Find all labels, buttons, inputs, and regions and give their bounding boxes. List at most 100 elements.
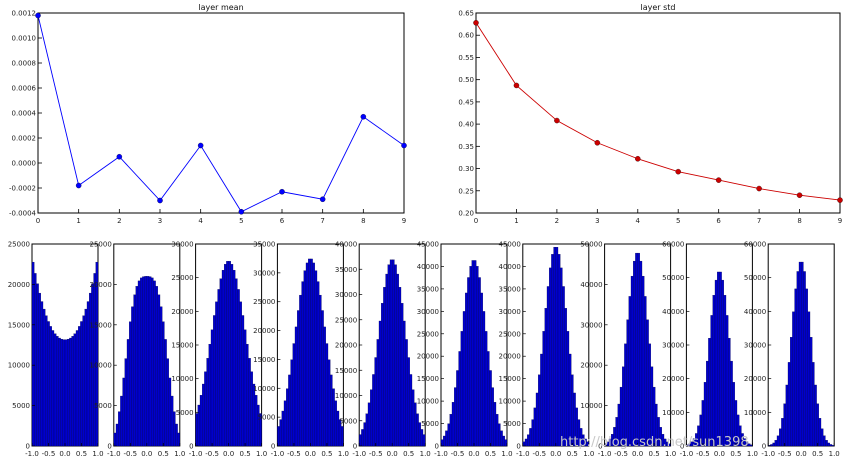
histogram-bar: [195, 413, 198, 447]
histogram-bar: [420, 429, 424, 447]
hist-xtick-label: 0.5: [240, 450, 251, 458]
histogram-bar: [471, 260, 475, 447]
hist-ytick-label: 15000: [171, 342, 193, 350]
hist-xtick-label: -0.5: [778, 450, 792, 458]
histogram-bar: [805, 288, 808, 447]
std-data-point: [635, 156, 641, 162]
mean-xtick-label: 7: [320, 217, 324, 225]
hist-ytick-label: 20000: [662, 375, 684, 383]
histogram-bar: [36, 283, 39, 447]
hist-xtick-label: 1.0: [501, 450, 512, 458]
histogram-bar: [491, 387, 494, 447]
histogram-bar: [78, 326, 81, 447]
histogram-bar: [422, 434, 426, 447]
std-ytick-label: 0.20: [458, 210, 474, 218]
histogram-bar: [787, 362, 791, 447]
histogram-bar: [283, 400, 287, 447]
hist-ytick-label: 20000: [744, 375, 766, 383]
std-plot-frame: [475, 12, 841, 214]
histogram-bar: [495, 414, 499, 447]
histogram-bar: [166, 358, 169, 447]
std-ytick-label: 0.55: [458, 54, 474, 62]
hist-ytick-label: 25000: [171, 274, 193, 282]
mean-xtick-label: 1: [76, 217, 80, 225]
histogram-bar: [414, 402, 417, 447]
histogram-bar: [781, 418, 784, 447]
histogram-bar: [146, 276, 150, 447]
hist-xtick-label: 1.0: [256, 450, 267, 458]
histogram-bar: [712, 295, 716, 447]
std-data-point: [594, 140, 601, 146]
mean-data-point: [197, 142, 204, 149]
std-data-point: [675, 168, 681, 175]
std-xtick-label: 7: [757, 217, 761, 225]
histogram-bar: [628, 296, 632, 447]
hist-ytick-label: 20000: [417, 353, 439, 361]
histogram-bar: [392, 259, 395, 447]
mean-xtick-label: 2: [117, 217, 121, 225]
histogram-bar: [706, 360, 709, 447]
histogram-bar: [451, 402, 455, 447]
hist-ytick-label: 30000: [580, 321, 602, 329]
histogram-bar: [237, 289, 240, 447]
mean-ytick-label: -0.0004: [9, 210, 37, 218]
histogram-bar: [206, 358, 209, 447]
histogram-bar: [540, 353, 543, 447]
hist-xtick-label: -1.0: [680, 450, 694, 458]
histogram-bar: [710, 315, 713, 447]
histogram-bar: [177, 432, 180, 447]
hist-ytick-label: 20000: [171, 308, 193, 316]
histogram-bar: [47, 321, 50, 447]
histogram-bar: [630, 275, 634, 447]
histogram-bar: [122, 377, 125, 447]
histogram-bar: [286, 388, 289, 447]
mean-ytick-label: 0.0008: [12, 60, 37, 68]
histogram-bar: [126, 339, 130, 447]
histogram-bar: [133, 294, 136, 447]
histogram-bar: [148, 276, 152, 447]
mean-data-point: [360, 114, 367, 120]
hist-xtick-label: 0.0: [714, 450, 725, 458]
histogram-bar: [641, 275, 645, 447]
hist-ytick-label: 40000: [417, 263, 439, 271]
histogram-bar: [257, 404, 260, 447]
histogram-bar: [228, 261, 231, 447]
std-ytick-label: 0.50: [458, 76, 474, 84]
hist-ytick-label: 5000: [94, 402, 112, 410]
histogram-bar: [124, 358, 128, 447]
hist-xtick-label: 1.0: [174, 450, 185, 458]
hist-ytick-label: 10000: [171, 375, 193, 383]
hist-ytick-label: 20000: [90, 281, 112, 289]
hist-xtick-label: 0.5: [321, 450, 332, 458]
hist-ytick-label: 10000: [499, 398, 521, 406]
std-data-point: [473, 20, 479, 26]
histogram-bar: [334, 400, 337, 447]
histogram-bar: [484, 331, 488, 447]
histogram-bar: [131, 306, 134, 447]
histogram-bar: [361, 429, 364, 447]
histogram-bar: [250, 371, 253, 447]
histogram-bar: [226, 261, 229, 447]
hist-ytick-label: 30000: [744, 342, 766, 350]
histogram-bar: [396, 273, 399, 447]
hist-xtick-label: 1.0: [665, 450, 676, 458]
histogram-bar: [151, 277, 154, 447]
hist-ytick-label: 10000: [580, 402, 602, 410]
histogram-bar: [385, 273, 388, 447]
hist-ytick-label: 60000: [662, 241, 684, 249]
histogram-bar: [728, 337, 731, 447]
histogram-bar: [445, 430, 448, 447]
histogram-bar: [717, 271, 720, 447]
histogram-bar: [82, 315, 85, 447]
std-data-point: [513, 82, 520, 89]
histogram-bar: [626, 319, 629, 447]
histogram-bar: [794, 288, 797, 447]
histogram-bar: [460, 331, 464, 447]
std-chart-title: layer std: [641, 3, 676, 12]
hist-xtick-label: 0.0: [632, 450, 643, 458]
histogram-bar: [458, 351, 461, 447]
hist-xtick-label: 0.0: [223, 450, 234, 458]
histogram-bar: [69, 337, 72, 447]
histogram-bar: [53, 333, 57, 447]
mean-xtick-label: 4: [198, 217, 203, 225]
